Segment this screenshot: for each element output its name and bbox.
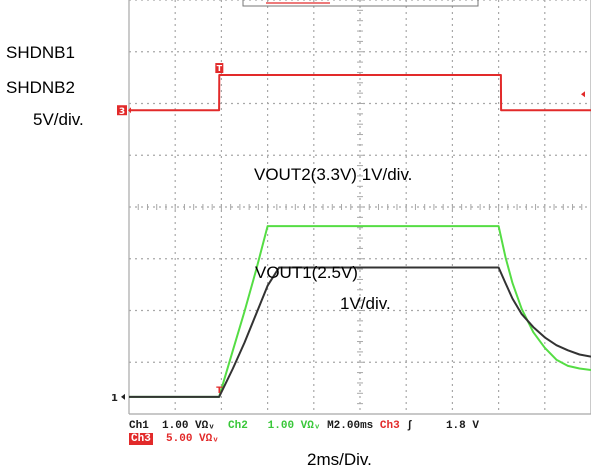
- time-scale-label: 2ms/Div.: [307, 450, 372, 469]
- trace-shdn: [129, 74, 591, 112]
- vout1-name-label: VOUT1(2.5V): [255, 263, 358, 282]
- record-window-bracket: [242, 0, 479, 7]
- ch3-arrow-icon: [128, 107, 131, 114]
- ch2-status-label: Ch2: [228, 420, 248, 432]
- trigger-time-letter: T: [216, 386, 223, 396]
- graticule: [128, 0, 591, 415]
- ch3-status-label: Ch3: [129, 433, 153, 445]
- ch2-status-scale: 1.00 VΩᵥ: [267, 420, 321, 432]
- ch3-trigger-letter: T: [217, 64, 223, 73]
- trigger-level: 1.8 V: [445, 420, 479, 432]
- waveform-traces: [129, 74, 591, 398]
- trace-vout2: [129, 225, 591, 398]
- ch3-scale-label: 5V/div.: [33, 110, 84, 129]
- trace-vout1: [129, 266, 591, 398]
- ch3-status-scale: 5.00 VΩᵥ: [166, 433, 219, 445]
- channel-markers: 3 T 1 T: [111, 63, 585, 404]
- trigger-source: Ch3: [379, 420, 400, 432]
- ch12-arrow-icon: [121, 393, 125, 400]
- trigger-level-arrow-icon: [581, 91, 585, 98]
- vout1-scale-label: 1V/div.: [340, 294, 391, 313]
- trigger-slope-icon: ʃ: [406, 420, 413, 432]
- status-row-2: Ch3 5.00 VΩᵥ: [129, 433, 219, 446]
- timebase-readout: M2.00ms: [327, 420, 374, 432]
- ch3-trigger-marker: [215, 63, 224, 74]
- vout2-label: VOUT2(3.3V) 1V/div.: [254, 165, 413, 184]
- ch3-reference-number: 3: [119, 107, 125, 117]
- ch12-reference-number: 1: [111, 393, 118, 404]
- scope-status-bar: Ch1 1.00 VΩᵥ Ch2 1.00 VΩᵥ M2.00ms Ch3 ʃ …: [127, 417, 591, 447]
- ch1-status-scale: 1.00 VΩᵥ: [162, 420, 215, 432]
- ch1-status-label: Ch1: [129, 420, 149, 432]
- shdnb1-label: SHDNB1: [6, 43, 75, 62]
- shdnb2-label: SHDNB2: [6, 78, 75, 97]
- status-row-1: Ch1 1.00 VΩᵥ Ch2 1.00 VΩᵥ M2.00ms Ch3 ʃ …: [129, 420, 479, 433]
- ch3-reference-marker: [117, 105, 127, 116]
